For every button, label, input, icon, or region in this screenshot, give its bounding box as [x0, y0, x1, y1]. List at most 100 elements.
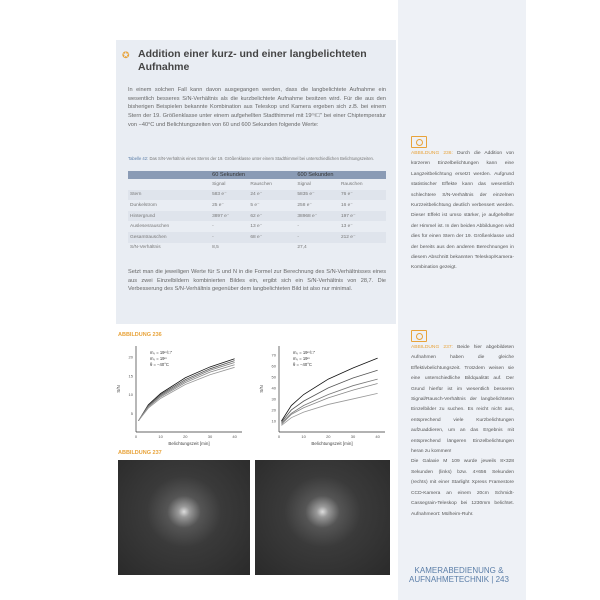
x-tick-label: 20 [326, 434, 331, 439]
table-cell: 76 e⁻ [338, 189, 386, 201]
caption-label: ABBILDUNG 236: [411, 151, 453, 156]
table-cell: 8,5 [212, 245, 219, 251]
x-tick-label: 20 [183, 434, 188, 439]
table-cell: 38968 e⁻ [295, 210, 339, 222]
table-row: Dunkelstrom 25 e⁻ 5 e⁻ 258 e⁻ 16 e⁻ [128, 200, 386, 211]
x-tick-label: 10 [158, 434, 163, 439]
group-header: 60 Sekunden [210, 171, 296, 179]
box-outro: Setzt man die jeweiligen Werte für S und… [128, 269, 386, 293]
chart-annotation: mₛ = 19ᵐ/□″ [293, 350, 316, 355]
section-title: KAMERABEDIENUNG & AUFNAHMETECHNIK [409, 566, 504, 584]
table-cell: 13 e⁻ [340, 224, 353, 230]
y-axis-label: S/N [116, 385, 121, 393]
x-tick-label: 10 [301, 434, 306, 439]
box-intro: In einem solchen Fall kann davon ausgega… [128, 87, 386, 128]
page-footer: KAMERABEDIENUNG & AUFNAHMETECHNIK | 243 [409, 566, 509, 584]
series-line [281, 357, 378, 422]
y-tick-label: 20 [129, 355, 134, 360]
figure-label-236: ABBILDUNG 236 [118, 332, 162, 338]
chart-annotation: mₛ = 19ᵐ/□″ [150, 350, 173, 355]
x-tick-label: 30 [351, 434, 356, 439]
x-tick-label: 30 [208, 434, 213, 439]
sn-table: 60 Sekunden 600 Sekunden Signal Rauschen Si… [128, 171, 386, 253]
y-tick-label: 10 [129, 392, 134, 397]
col-header: Rauschen [250, 181, 272, 187]
table-cell [339, 243, 386, 254]
series-line [138, 358, 235, 421]
bullet-icon: ✪ [122, 50, 130, 60]
galaxy-photo-right [255, 460, 390, 575]
series-line [281, 369, 378, 423]
figure-label-237: ABBILDUNG 237 [118, 450, 162, 456]
y-tick-label: 5 [131, 411, 134, 416]
chart-236b: 0 10 20 30 40 10 20 30 40 50 60 70 Belichtungszeit [… [259, 346, 385, 446]
box-title: Addition einer kurz- und einer langbelic… [138, 48, 367, 73]
table-cell [248, 243, 295, 254]
table-row: Hintergrund 3897 e⁻ 62 e⁻ 38968 e⁻ 197 e⁻ [128, 210, 386, 222]
caption-237: ABBILDUNG 237: Beide hier abgebildeten A… [411, 343, 514, 520]
galaxy-photo-left [118, 460, 250, 575]
table-cell: 5835 e⁻ [295, 189, 339, 201]
caption-text: Durch die Addition von kürzeren Einzelbe… [411, 151, 515, 271]
col-header: Signal [297, 181, 311, 187]
table-cell: - [295, 231, 339, 243]
table-cell: 212 e⁻ [338, 231, 386, 243]
table-cell: Stern [128, 189, 211, 201]
x-tick-label: 0 [135, 434, 138, 439]
series-line [138, 366, 235, 422]
table-cell: Dunkelstrom [130, 202, 157, 208]
table-cell: - [297, 224, 299, 230]
col-header: Signal [212, 181, 226, 187]
series-line [281, 383, 378, 425]
x-axis-label: Belichtungszeit [min] [311, 441, 352, 446]
y-tick-label: 20 [272, 407, 277, 412]
table-cell: 25 e⁻ [212, 202, 224, 208]
x-tick-label: 40 [375, 434, 380, 439]
table-row: S/N-Verhältnis 8,5 27,4 [128, 243, 386, 254]
y-tick-label: 40 [272, 385, 277, 390]
chart-annotation: θ = −40°C [293, 362, 312, 367]
table-cell: Gesamtrauschen [128, 231, 211, 243]
table-cell: 3897 e⁻ [210, 210, 249, 222]
table-cell: 583 e⁻ [210, 189, 249, 201]
y-tick-label: 15 [129, 373, 134, 378]
chart-annotation: mₛ = 19ᵐ [293, 356, 310, 361]
chart-annotation: mₛ = 19ᵐ [150, 356, 167, 361]
table-row: Stern 583 e⁻ 24 e⁻ 5835 e⁻ 76 e⁻ [128, 189, 386, 201]
table-row: Gesamtrauschen -68 e⁻ -212 e⁻ [128, 231, 386, 243]
camera-icon [411, 136, 427, 148]
y-tick-label: 70 [272, 352, 277, 357]
series-line [138, 362, 235, 422]
x-axis-label: Belichtungszeit [min] [168, 441, 209, 446]
y-tick-label: 50 [272, 374, 277, 379]
info-box [116, 40, 396, 324]
series-line [138, 364, 235, 422]
table-cell: 27,4 [297, 245, 307, 251]
table-cell: 62 e⁻ [248, 210, 296, 222]
table-cell: 24 e⁻ [248, 189, 296, 201]
table-cell: Auslesesrauschen [130, 224, 170, 230]
sidebar-column [398, 0, 526, 600]
table-caption-label: Tabelle 42: [128, 156, 149, 161]
chart-annotation: θ = −40°C [150, 362, 169, 367]
y-axis-label: S/N [259, 385, 264, 393]
series-line [281, 378, 378, 424]
caption-text: Beide hier abgebildeten Aufnahmen haben … [411, 345, 514, 455]
table-cell: 5 e⁻ [250, 202, 260, 208]
table-cell: Hintergrund [128, 210, 211, 222]
y-tick-label: 30 [272, 396, 277, 401]
page-number: 243 [495, 575, 509, 584]
group-header: 600 Sekunden [295, 171, 386, 179]
table-cell: S/N-Verhältnis [130, 245, 161, 251]
table-cell: 258 e⁻ [297, 202, 312, 208]
series-line [281, 393, 378, 426]
table-cell: - [210, 231, 249, 243]
table-caption-text: Das S/N-Verhältnis eines Sterns der 19. … [149, 156, 375, 161]
series-line [138, 360, 235, 421]
x-tick-label: 40 [232, 434, 237, 439]
table-cell: 197 e⁻ [338, 210, 386, 222]
table-cell: 68 e⁻ [248, 231, 296, 243]
chart-236: 0 10 20 30 40 5 10 15 20 Belichtungszeit [min] S/N… [116, 346, 242, 446]
caption-label: ABBILDUNG 237: [411, 345, 453, 350]
table-cell: 13 e⁻ [250, 224, 263, 230]
